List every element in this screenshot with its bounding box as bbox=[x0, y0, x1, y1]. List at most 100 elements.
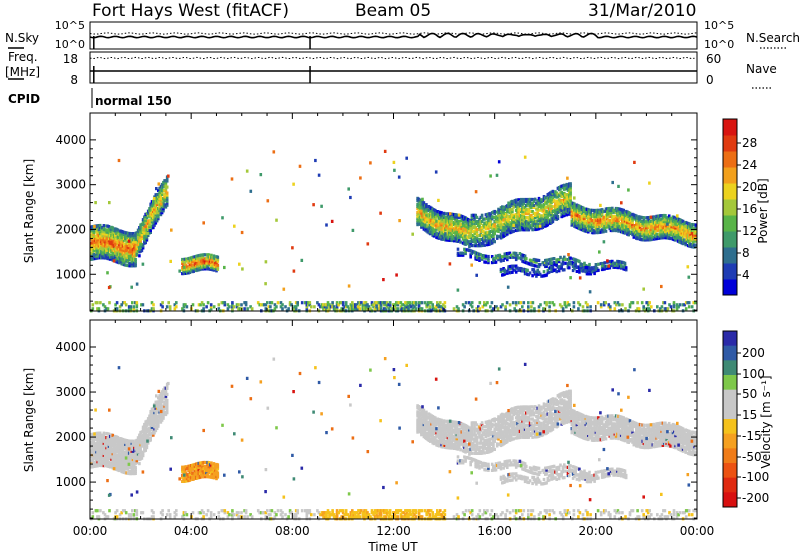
data-cell bbox=[518, 216, 522, 220]
data-cell bbox=[124, 257, 127, 261]
data-cell bbox=[440, 221, 443, 225]
data-cell bbox=[556, 204, 560, 208]
data-cell bbox=[107, 432, 111, 436]
data-cell bbox=[202, 307, 205, 311]
data-cell bbox=[294, 307, 298, 311]
data-cell bbox=[121, 254, 125, 258]
data-cell bbox=[191, 303, 195, 307]
data-cell bbox=[392, 160, 396, 164]
data-cell bbox=[661, 236, 665, 240]
data-cell bbox=[326, 301, 330, 305]
data-cell bbox=[422, 201, 426, 205]
data-cell bbox=[545, 303, 548, 307]
data-cell bbox=[666, 307, 670, 311]
data-cell bbox=[565, 213, 569, 217]
data-cell bbox=[532, 259, 536, 264]
data-cell bbox=[434, 307, 438, 311]
data-cell bbox=[272, 150, 276, 154]
data-cell bbox=[130, 264, 134, 268]
data-cell bbox=[178, 269, 181, 273]
data-cell bbox=[164, 205, 168, 209]
data-cell bbox=[464, 240, 467, 244]
data-cell bbox=[442, 215, 446, 219]
data-cell bbox=[305, 303, 309, 307]
data-cell bbox=[364, 305, 368, 309]
data-cell bbox=[226, 307, 230, 311]
data-cell bbox=[426, 218, 429, 222]
data-cell bbox=[598, 222, 601, 226]
data-cell bbox=[501, 303, 504, 307]
data-cell bbox=[661, 214, 665, 218]
data-cell bbox=[129, 463, 132, 468]
data-cell bbox=[664, 224, 667, 228]
data-cell bbox=[516, 266, 519, 270]
data-cell bbox=[688, 228, 691, 232]
data-cell bbox=[640, 229, 643, 234]
data-cell bbox=[574, 263, 577, 267]
data-cell bbox=[457, 213, 461, 217]
data-cell bbox=[686, 265, 690, 269]
data-cell bbox=[513, 307, 516, 311]
data-cell bbox=[535, 274, 538, 278]
data-cell bbox=[358, 301, 362, 305]
data-cell bbox=[107, 245, 111, 249]
data-cell bbox=[440, 305, 444, 309]
data-cell bbox=[669, 305, 673, 309]
data-cell bbox=[260, 303, 263, 307]
data-cell bbox=[646, 303, 650, 307]
data-cell bbox=[520, 214, 523, 218]
data-cell bbox=[607, 305, 611, 309]
data-cell bbox=[507, 267, 510, 271]
data-cell bbox=[609, 212, 613, 216]
data-cell bbox=[421, 212, 424, 216]
data-cell bbox=[626, 228, 630, 232]
data-cell bbox=[621, 218, 624, 222]
data-cell bbox=[442, 225, 446, 230]
data-cell bbox=[565, 195, 569, 199]
data-cell bbox=[209, 305, 213, 309]
data-cell bbox=[105, 442, 108, 446]
data-cell bbox=[598, 210, 601, 214]
data-cell bbox=[119, 233, 122, 237]
data-cell bbox=[323, 303, 327, 307]
data-cell bbox=[531, 197, 534, 202]
data-cell bbox=[509, 253, 513, 257]
data-cell bbox=[393, 307, 397, 311]
data-cell bbox=[588, 268, 591, 272]
data-cell bbox=[509, 255, 513, 259]
data-cell bbox=[485, 239, 489, 243]
data-cell bbox=[152, 213, 155, 218]
data-cell bbox=[648, 307, 651, 311]
data-cell bbox=[578, 206, 581, 210]
data-cell bbox=[102, 238, 106, 242]
data-cell bbox=[198, 257, 202, 261]
data-cell bbox=[532, 222, 536, 226]
data-cell bbox=[687, 275, 691, 279]
data-cell bbox=[269, 301, 272, 305]
data-cell bbox=[152, 226, 155, 230]
data-cell bbox=[665, 230, 668, 234]
data-cell bbox=[109, 243, 112, 247]
data-cell bbox=[464, 220, 467, 224]
data-cell bbox=[418, 200, 422, 204]
data-cell bbox=[642, 307, 645, 311]
nsky-tick-high: 10^5 bbox=[55, 19, 85, 32]
data-cell bbox=[661, 224, 665, 228]
data-cell bbox=[640, 215, 643, 219]
data-cell bbox=[578, 222, 581, 227]
data-cell bbox=[531, 201, 534, 206]
data-cell bbox=[664, 234, 667, 238]
data-cell bbox=[477, 219, 480, 224]
data-cell bbox=[609, 305, 612, 309]
data-cell bbox=[140, 440, 144, 444]
data-cell bbox=[90, 237, 93, 241]
freq-label: Freq. bbox=[8, 50, 38, 64]
data-cell bbox=[423, 301, 427, 305]
data-cell bbox=[442, 211, 446, 215]
data-cell bbox=[119, 259, 122, 263]
data-cell bbox=[683, 230, 686, 234]
data-cell bbox=[445, 224, 448, 228]
freq-trace bbox=[89, 56, 697, 83]
data-cell bbox=[152, 197, 156, 201]
data-cell bbox=[632, 235, 636, 239]
